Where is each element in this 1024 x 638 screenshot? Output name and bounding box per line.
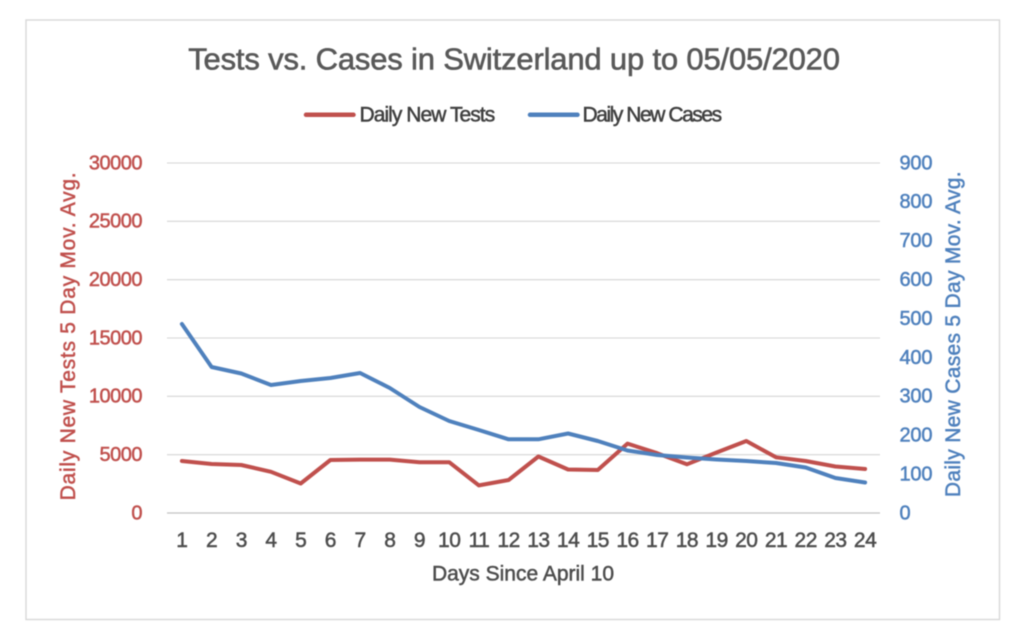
svg-text:9: 9 xyxy=(414,529,425,552)
svg-text:13: 13 xyxy=(527,529,549,552)
svg-text:Daily New Tests 5 Day Mov. Avg: Daily New Tests 5 Day Mov. Avg. xyxy=(57,172,80,501)
svg-text:11: 11 xyxy=(468,529,489,552)
svg-text:23: 23 xyxy=(824,529,846,552)
svg-text:21: 21 xyxy=(765,529,787,552)
svg-text:600: 600 xyxy=(900,269,933,291)
svg-text:Daily New Tests: Daily New Tests xyxy=(360,104,495,127)
svg-text:24: 24 xyxy=(854,529,877,552)
svg-text:4: 4 xyxy=(265,529,277,552)
svg-text:Days Since April 10: Days Since April 10 xyxy=(432,563,614,586)
svg-text:15: 15 xyxy=(587,529,609,552)
svg-text:30000: 30000 xyxy=(89,152,142,174)
svg-text:17: 17 xyxy=(646,529,668,552)
svg-text:Daily New Cases 5 Day Mov. Avg: Daily New Cases 5 Day Mov. Avg. xyxy=(942,171,965,497)
svg-text:20000: 20000 xyxy=(89,269,142,291)
svg-text:500: 500 xyxy=(900,308,933,330)
svg-text:6: 6 xyxy=(325,529,336,552)
svg-text:22: 22 xyxy=(795,529,817,552)
svg-text:12: 12 xyxy=(497,529,519,552)
svg-text:7: 7 xyxy=(355,529,366,552)
svg-text:20: 20 xyxy=(735,529,757,552)
svg-text:2: 2 xyxy=(206,529,217,552)
svg-text:25000: 25000 xyxy=(89,211,142,233)
svg-text:19: 19 xyxy=(705,529,727,552)
svg-text:14: 14 xyxy=(557,529,580,552)
svg-text:Tests vs. Cases in Switzerland: Tests vs. Cases in Switzerland up to 05/… xyxy=(188,42,840,77)
svg-text:100: 100 xyxy=(900,463,933,485)
svg-text:10: 10 xyxy=(438,529,460,552)
svg-text:10000: 10000 xyxy=(89,386,142,408)
svg-text:3: 3 xyxy=(236,529,247,552)
svg-text:700: 700 xyxy=(900,230,933,252)
svg-text:900: 900 xyxy=(900,152,933,174)
svg-text:5: 5 xyxy=(295,529,306,552)
svg-text:8: 8 xyxy=(384,529,395,552)
svg-text:16: 16 xyxy=(616,529,638,552)
svg-text:Daily New Cases: Daily New Cases xyxy=(583,104,722,127)
svg-text:200: 200 xyxy=(900,425,933,447)
svg-text:300: 300 xyxy=(900,386,933,408)
svg-text:15000: 15000 xyxy=(89,327,142,349)
svg-text:0: 0 xyxy=(900,502,911,524)
svg-text:0: 0 xyxy=(131,502,142,524)
svg-text:5000: 5000 xyxy=(100,444,143,466)
svg-text:800: 800 xyxy=(900,191,933,213)
svg-text:18: 18 xyxy=(676,529,698,552)
svg-text:1: 1 xyxy=(176,529,187,552)
svg-text:400: 400 xyxy=(900,347,933,369)
